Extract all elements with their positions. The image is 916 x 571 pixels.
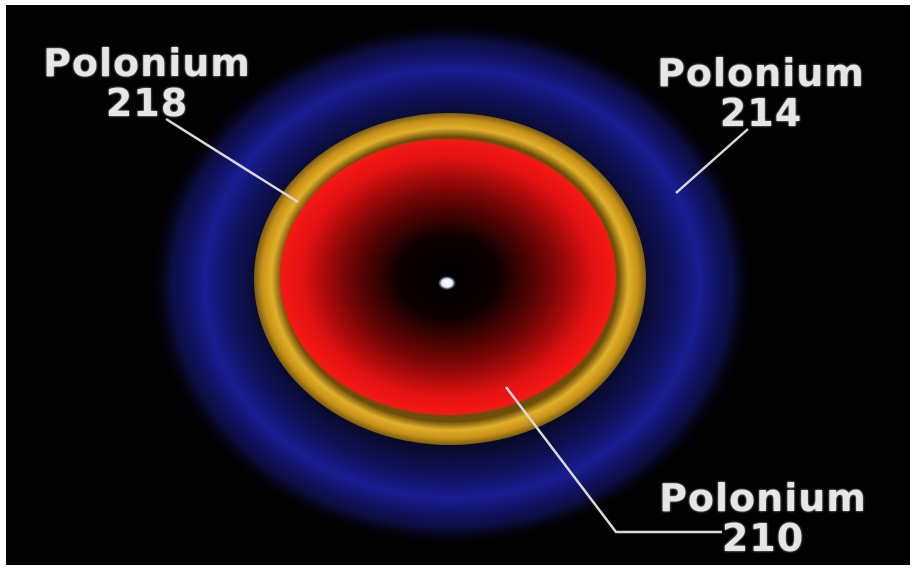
label-polonium-210-name: Polonium <box>659 476 867 520</box>
label-polonium-214-number: 214 <box>719 91 803 135</box>
pointer-line-214 <box>675 128 749 194</box>
label-polonium-210-number: 210 <box>721 516 805 560</box>
label-polonium-210: Polonium 210 <box>624 478 902 558</box>
pointer-line-218 <box>165 117 299 204</box>
label-polonium-218-name: Polonium <box>43 41 251 85</box>
halo-diagram <box>150 22 754 546</box>
center-nucleus-dot <box>438 276 456 290</box>
label-polonium-218: Polonium 218 <box>12 43 282 123</box>
label-polonium-214: Polonium 214 <box>622 53 900 133</box>
label-polonium-214-name: Polonium <box>657 51 865 95</box>
polonium-halo-image: Polonium 218 Polonium 214 Polonium 210 <box>6 5 910 565</box>
label-polonium-218-number: 218 <box>105 81 189 125</box>
pointer-line-210 <box>505 386 722 534</box>
